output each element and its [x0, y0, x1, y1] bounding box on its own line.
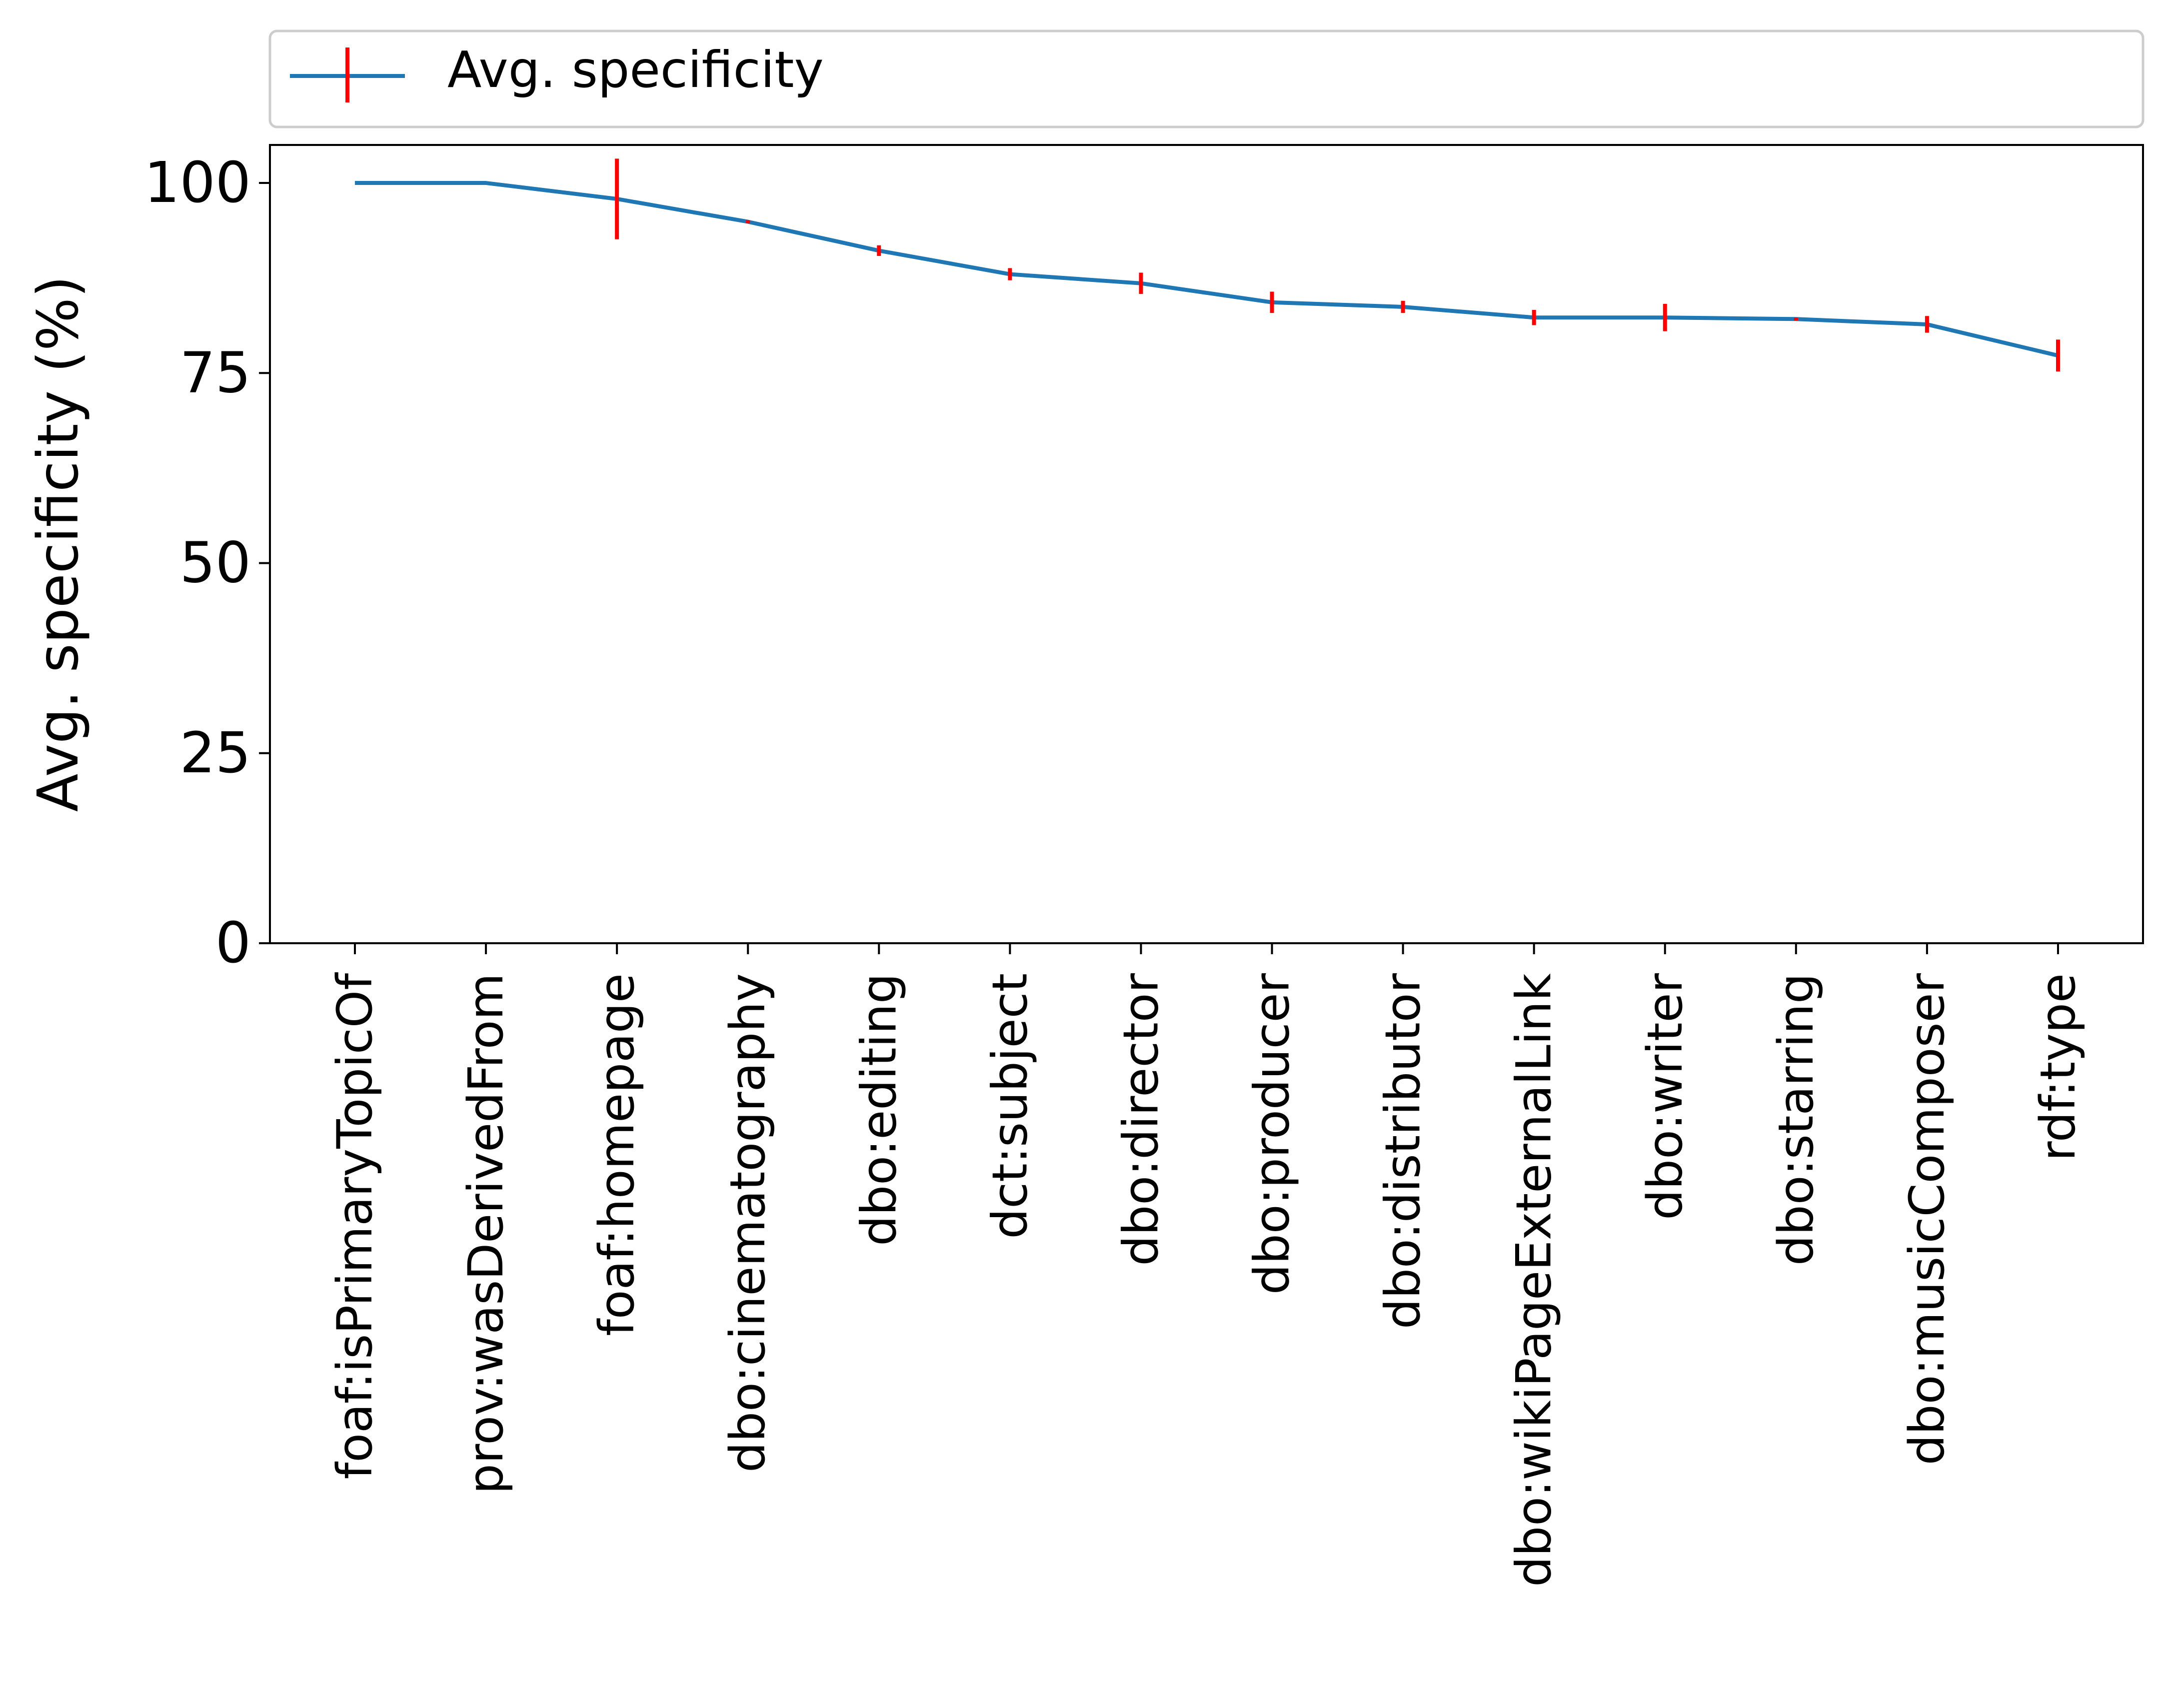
x-tick-label: dbo:editing [851, 973, 907, 1246]
y-tick-label: 50 [179, 531, 251, 596]
x-tick-label: dbo:musicComposer [1899, 973, 1955, 1465]
x-tick-label: dbo:distributor [1375, 973, 1431, 1329]
x-tick-label: foaf:isPrimaryTopicOf [327, 972, 383, 1480]
legend: Avg. specificity [268, 29, 2145, 128]
plot-area: 0 25 50 75 100 foaf:isPrimaryTopicOf prov:was… [144, 144, 2144, 1587]
legend-box [268, 29, 2145, 128]
x-tick-label: dbo:producer [1244, 973, 1300, 1295]
x-tick-label: dbo:director [1113, 973, 1169, 1266]
x-tick-label: dbo:cinematography [720, 973, 776, 1473]
plot-frame [269, 144, 2144, 944]
x-tick-label: rdf:type [2030, 973, 2086, 1161]
x-tick-label: dct:subject [982, 973, 1038, 1239]
series-layer [355, 158, 2060, 372]
x-tick-label: foaf:homepage [589, 973, 645, 1336]
y-axis: 0 25 50 75 100 [144, 150, 270, 976]
series-line [355, 181, 2059, 358]
y-tick-label: 75 [179, 340, 251, 405]
y-tick-label: 100 [144, 150, 251, 215]
x-tick-label: prov:wasDerivedFrom [458, 973, 514, 1494]
x-axis: foaf:isPrimaryTopicOf prov:wasDerivedFrom… [327, 943, 2086, 1587]
x-tick-label: dbo:writer [1637, 973, 1693, 1220]
y-tick-label: 25 [179, 721, 251, 786]
x-tick-label: dbo:wikiPageExternalLink [1506, 973, 1562, 1587]
legend-label: Avg. specificity [447, 40, 824, 99]
x-tick-label: dbo:starring [1768, 973, 1824, 1266]
y-axis-label: Avg. specificity (%) [26, 276, 91, 812]
y-tick-label: 0 [215, 911, 251, 976]
